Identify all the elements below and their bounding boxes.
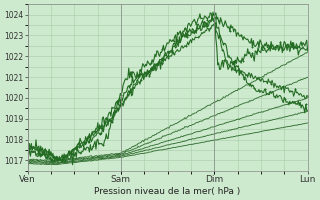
X-axis label: Pression niveau de la mer( hPa ): Pression niveau de la mer( hPa ) <box>94 187 241 196</box>
